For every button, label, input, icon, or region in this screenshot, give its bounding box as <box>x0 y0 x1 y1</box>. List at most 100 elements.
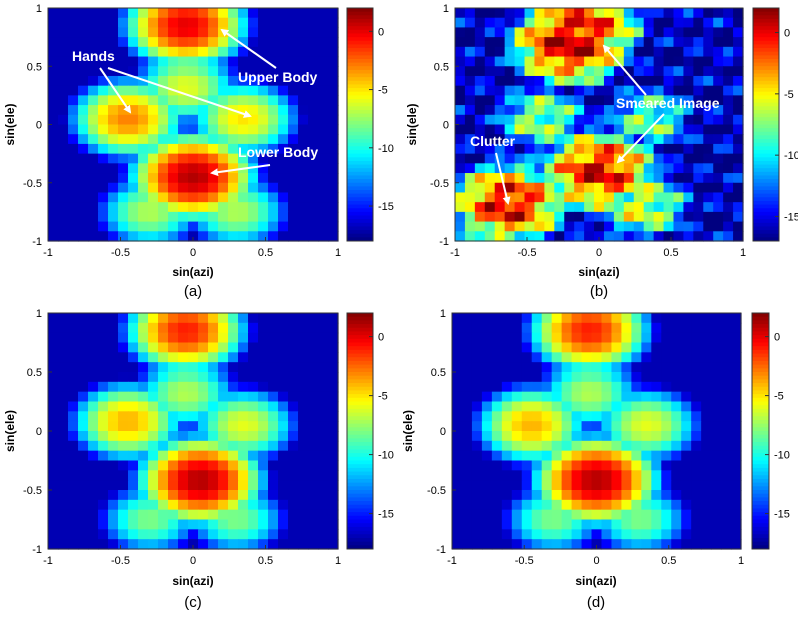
heatmap-cell <box>673 163 685 174</box>
colorbar-segment <box>347 117 373 122</box>
heatmap-cell <box>561 313 573 324</box>
heatmap-cell <box>514 231 526 242</box>
heatmap-cell <box>328 401 339 412</box>
heatmap-cell <box>218 470 229 481</box>
heatmap-cell <box>711 499 722 511</box>
heatmap-cell <box>168 381 179 393</box>
heatmap-cell <box>661 352 672 363</box>
heatmap-cell <box>278 85 289 96</box>
heatmap-cell <box>318 509 329 521</box>
heatmap-cell <box>128 182 139 194</box>
heatmap-cell <box>711 421 722 432</box>
heatmap-cell <box>198 391 209 403</box>
heatmap-cell <box>328 450 339 462</box>
heatmap-cell <box>258 529 269 540</box>
heatmap-cell <box>138 114 149 126</box>
heatmap-cell <box>531 381 543 393</box>
colorbar-segment <box>347 423 373 428</box>
heatmap-cell <box>633 153 645 164</box>
heatmap-cell <box>128 105 139 116</box>
heatmap-cell <box>58 37 69 48</box>
heatmap-cell <box>48 143 59 155</box>
heatmap-cell <box>258 163 269 174</box>
y-tick-label: -0.5 <box>430 178 449 190</box>
heatmap-cell <box>268 440 279 452</box>
heatmap-cell <box>531 332 543 344</box>
heatmap-cell <box>524 17 536 29</box>
heatmap-cell <box>611 342 623 353</box>
heatmap-cell <box>218 421 229 432</box>
heatmap-cell <box>723 211 734 223</box>
heatmap-cell <box>48 17 59 29</box>
heatmap-cell <box>673 95 685 106</box>
heatmap-cell <box>58 114 69 126</box>
colorbar-segment <box>347 106 373 111</box>
heatmap-cell <box>461 362 473 373</box>
heatmap-cell <box>188 440 199 452</box>
colorbar-segment <box>347 139 373 144</box>
heatmap-cell <box>48 470 59 481</box>
heatmap-cell <box>138 362 149 373</box>
heatmap-cell <box>258 332 269 344</box>
colorbar-segment <box>347 190 373 195</box>
heatmap-cell <box>148 490 159 501</box>
colorbar-segment <box>347 408 373 414</box>
heatmap-cell <box>471 372 483 383</box>
colorbar-segment <box>347 99 373 104</box>
heatmap-cell <box>138 46 149 58</box>
heatmap-cell <box>298 163 309 174</box>
heatmap-cell <box>594 231 605 242</box>
colorbar-segment <box>347 182 373 187</box>
heatmap-cell <box>455 8 466 19</box>
heatmap-cell <box>328 231 339 242</box>
heatmap-cell <box>564 202 575 213</box>
heatmap-cell <box>318 46 329 58</box>
annotation-smeared-image: Smeared Image <box>616 95 720 111</box>
heatmap-cell <box>731 480 742 491</box>
heatmap-cell <box>541 470 553 481</box>
heatmap-cell <box>188 221 199 232</box>
heatmap-cell <box>673 221 685 232</box>
heatmap-cell <box>733 202 744 213</box>
heatmap-cell <box>464 134 476 145</box>
heatmap-cell <box>168 539 179 550</box>
heatmap-cell <box>268 95 279 106</box>
heatmap-cell <box>541 431 553 442</box>
heatmap-cell <box>703 8 714 19</box>
heatmap-cell <box>571 480 583 491</box>
heatmap-cell <box>544 163 555 174</box>
colorbar-segment <box>347 237 373 242</box>
heatmap-cell <box>494 37 506 48</box>
heatmap-cell <box>68 8 79 19</box>
heatmap-cell <box>68 105 79 116</box>
heatmap-cell <box>278 75 289 87</box>
heatmap-cell <box>653 27 665 38</box>
heatmap-cell <box>278 182 289 194</box>
heatmap-cell <box>474 182 486 194</box>
colorbar-segment <box>347 537 373 543</box>
heatmap-cell <box>158 202 169 213</box>
heatmap-cell <box>564 27 575 38</box>
heatmap-cell <box>544 153 555 164</box>
heatmap-cell <box>581 401 593 412</box>
heatmap-cell <box>288 231 299 242</box>
heatmap-cell <box>198 143 209 155</box>
colorbar-segment <box>347 26 373 31</box>
heatmap-cell <box>541 529 553 540</box>
heatmap-cell <box>524 105 536 116</box>
heatmap-cell <box>128 17 139 29</box>
heatmap-cell <box>551 460 563 471</box>
heatmap-cell <box>633 8 645 19</box>
heatmap-cell <box>514 56 526 67</box>
heatmap-cell <box>531 480 543 491</box>
heatmap-cell <box>288 450 299 462</box>
heatmap-cell <box>613 46 625 58</box>
heatmap-cell <box>733 114 744 126</box>
x-tick-label: 0 <box>190 555 196 567</box>
heatmap-cell <box>461 322 473 334</box>
heatmap-cell <box>491 411 503 422</box>
heatmap-cell <box>594 163 605 174</box>
annotation-hands: Hands <box>72 48 115 64</box>
heatmap-cell <box>88 75 99 87</box>
heatmap-cell <box>268 539 279 550</box>
